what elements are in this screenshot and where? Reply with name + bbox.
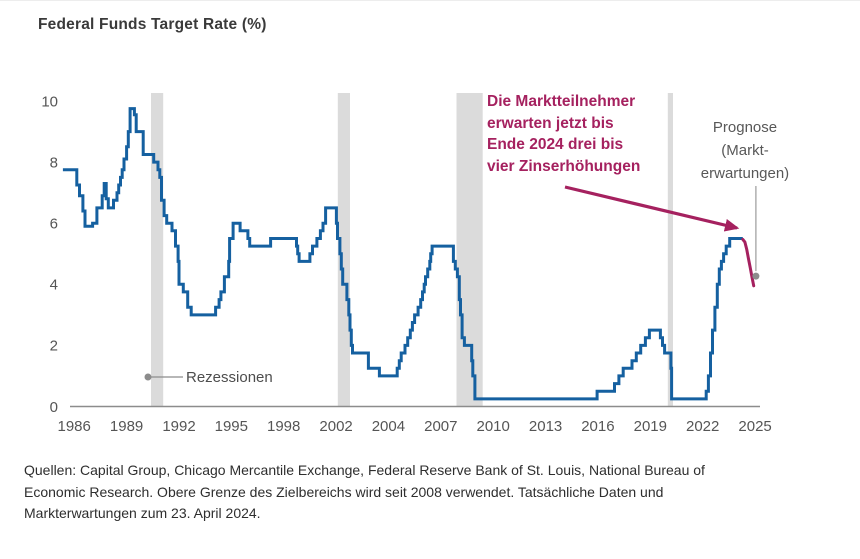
x-tick-label: 2016	[581, 418, 614, 435]
y-tick-label: 8	[50, 154, 58, 171]
recession-band	[337, 93, 350, 407]
recession-pointer-dot	[144, 373, 152, 381]
recession-band	[151, 93, 164, 407]
x-tick-label: 2004	[372, 418, 405, 435]
x-tick-label: 2010	[477, 418, 510, 435]
x-tick-label: 1998	[267, 418, 300, 435]
x-tick-label: 2022	[686, 418, 719, 435]
y-tick-label: 10	[41, 93, 58, 110]
x-tick-label: 2013	[529, 418, 562, 435]
annotation-callout: Die Marktteilnehmer erwarten jetzt bis E…	[487, 93, 641, 175]
forecast-label: Prognose (Markt- erwartungen)	[700, 119, 790, 182]
x-tick-label: 2019	[634, 418, 667, 435]
x-tick-label: 2002	[319, 418, 352, 435]
forecast-line	[741, 237, 756, 288]
y-tick-label: 2	[50, 338, 58, 355]
x-tick-label: 1995	[215, 418, 248, 435]
recessions-label: Rezessionen	[186, 369, 273, 386]
x-tick-label: 2007	[424, 418, 457, 435]
x-tick-label: 1989	[110, 418, 143, 435]
recession-band	[456, 93, 483, 407]
recession-band	[667, 93, 673, 407]
y-tick-label: 0	[50, 399, 58, 416]
y-tick-label: 4	[50, 277, 58, 294]
chart-title: Federal Funds Target Rate (%)	[38, 16, 267, 33]
source-footnote: Quellen: Capital Group, Chicago Mercanti…	[24, 462, 705, 521]
x-tick-label: 1992	[162, 418, 195, 435]
y-tick-label: 6	[50, 216, 58, 233]
top-divider	[0, 0, 860, 1]
x-tick-label: 2025	[738, 418, 771, 435]
x-tick-label: 1986	[58, 418, 91, 435]
forecast-pointer-dot	[752, 272, 760, 280]
annotation-arrow	[564, 185, 740, 232]
actual-rate-line	[62, 107, 743, 401]
